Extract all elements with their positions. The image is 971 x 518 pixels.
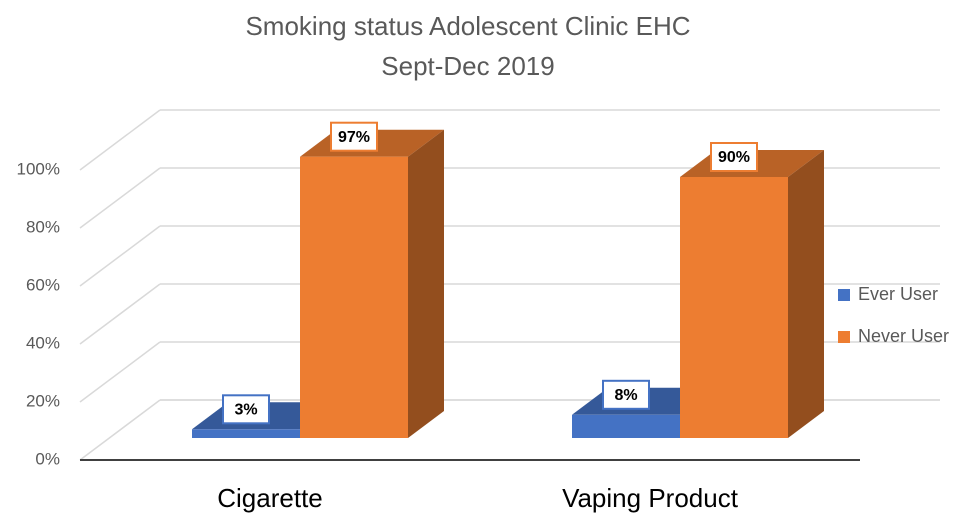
data-label-box xyxy=(602,379,650,410)
bar xyxy=(680,177,788,438)
legend-swatch xyxy=(838,331,850,343)
data-label-box xyxy=(710,142,758,172)
grid-line-side xyxy=(79,283,161,345)
y-tick-label: 0% xyxy=(35,449,60,468)
chart-subtitle: Sept-Dec 2019 xyxy=(381,51,554,81)
grid-line-side xyxy=(79,167,161,229)
bar-side xyxy=(408,129,444,438)
data-label: 8% xyxy=(614,387,637,404)
x-tick-label: Cigarette xyxy=(217,483,323,513)
legend-swatch xyxy=(838,289,850,301)
legend-label: Ever User xyxy=(858,284,938,304)
bar xyxy=(192,429,300,438)
data-label-box xyxy=(222,394,270,425)
grid-line-side xyxy=(79,225,161,287)
legend-label: Never User xyxy=(858,326,949,346)
y-tick-label: 40% xyxy=(26,333,60,352)
x-tick-label: Vaping Product xyxy=(562,483,739,513)
grid-line-side xyxy=(79,341,161,403)
bar-side xyxy=(788,150,824,438)
y-tick-label: 60% xyxy=(26,275,60,294)
bar xyxy=(300,156,408,438)
bar xyxy=(572,414,680,438)
data-label: 3% xyxy=(234,402,257,419)
data-label: 97% xyxy=(338,129,370,146)
grid-line-side xyxy=(79,109,161,171)
data-label-box xyxy=(330,121,378,152)
grid-line-side xyxy=(79,399,161,461)
y-tick-label: 100% xyxy=(17,159,60,178)
y-tick-label: 80% xyxy=(26,217,60,236)
y-tick-label: 20% xyxy=(26,391,60,410)
data-label: 90% xyxy=(718,149,750,166)
chart-title: Smoking status Adolescent Clinic EHC xyxy=(245,11,690,41)
